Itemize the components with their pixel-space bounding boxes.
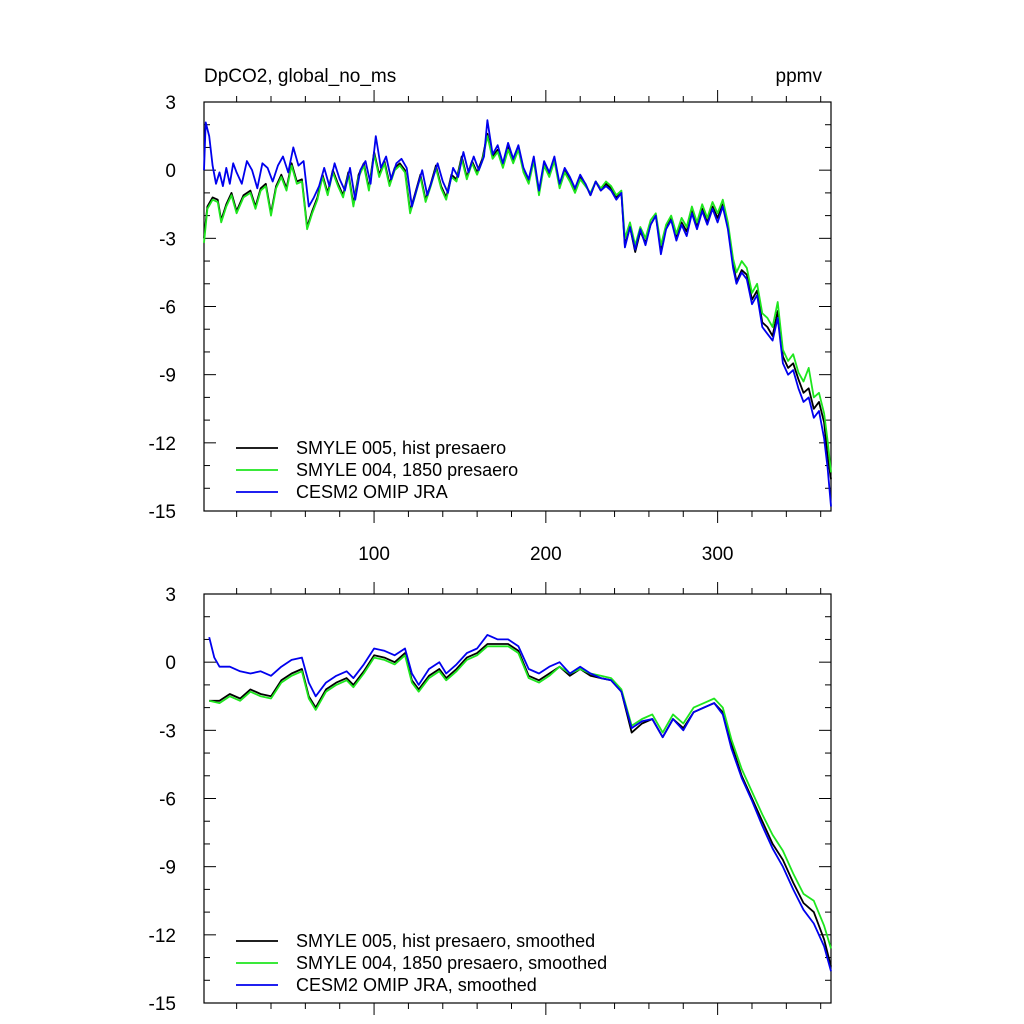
y-tick-label: -6 <box>159 790 176 811</box>
y-tick-label: -9 <box>159 858 176 879</box>
x-tick-label: 300 <box>702 544 734 565</box>
series-line-3 <box>208 634 832 972</box>
legend-label: SMYLE 004, 1850 presaero <box>296 460 518 480</box>
bottom-panel: 3 0 -3 -6 -9 -12 -15 SMYLE 005, hist presaero,… <box>149 582 832 1015</box>
y-tick-label: -12 <box>149 434 176 455</box>
y-tick-label: 0 <box>165 161 176 182</box>
bottom-panel-series <box>208 634 832 972</box>
series-line-1 <box>203 132 832 480</box>
y-tick-label: -3 <box>159 721 176 742</box>
y-tick-label: 3 <box>165 93 176 114</box>
series-line-2 <box>203 135 832 473</box>
legend-label: SMYLE 005, hist presaero, smoothed <box>296 931 595 951</box>
y-tick-label: -15 <box>149 994 176 1015</box>
y-tick-label: -6 <box>159 298 176 319</box>
y-tick-label: -9 <box>159 366 176 387</box>
legend-label: SMYLE 004, 1850 presaero, smoothed <box>296 953 607 973</box>
units-label: ppmv <box>776 66 823 87</box>
y-tick-label: 0 <box>165 653 176 674</box>
bottom-panel-legend: SMYLE 005, hist presaero, smoothedSMYLE … <box>236 931 607 995</box>
series-line-1 <box>209 643 832 967</box>
chart-title: DpCO2, global_no_ms <box>204 66 396 87</box>
y-tick-label: -15 <box>149 502 176 523</box>
legend-label: CESM2 OMIP JRA <box>296 482 448 502</box>
legend-label: SMYLE 005, hist presaero <box>296 438 506 458</box>
top-panel-axes: 3 0 -3 -6 -9 -12 -15 100 200 300 <box>149 90 832 565</box>
series-line-2 <box>209 645 832 949</box>
y-tick-label: -12 <box>149 926 176 947</box>
bottom-panel-axes: 3 0 -3 -6 -9 -12 -15 <box>149 582 832 1015</box>
legend-label: CESM2 OMIP JRA, smoothed <box>296 975 537 995</box>
x-tick-label: 100 <box>358 544 390 565</box>
y-tick-label: -3 <box>159 229 176 250</box>
top-panel: DpCO2, global_no_ms ppmv 3 0 -3 -6 -9 -12 -15 1… <box>149 66 832 565</box>
x-tick-label: 200 <box>530 544 562 565</box>
y-tick-label: 3 <box>165 585 176 606</box>
top-panel-series <box>203 119 832 507</box>
series-line-3 <box>203 119 832 507</box>
